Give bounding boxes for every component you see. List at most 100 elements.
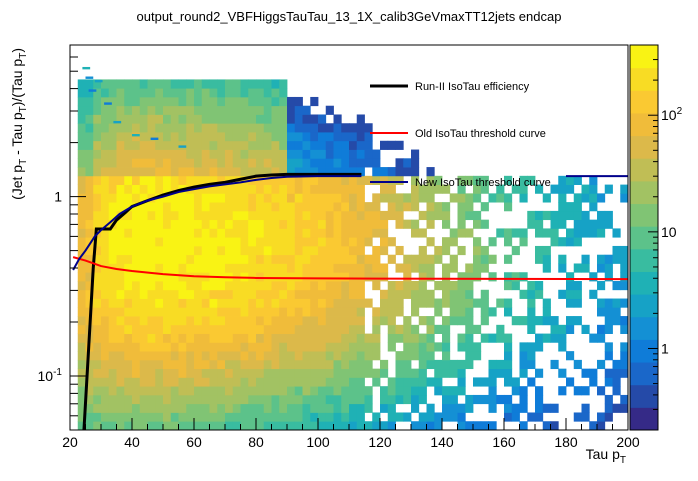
heatmap-cell (527, 316, 536, 326)
heatmap-cell (209, 281, 218, 291)
heatmap-cell (170, 132, 179, 142)
heatmap-cell (279, 237, 288, 247)
heatmap-cell (132, 421, 141, 431)
heatmap-cell (325, 149, 334, 159)
heatmap-cell (604, 394, 613, 405)
heatmap-cell (93, 289, 102, 299)
palette-cell (630, 271, 658, 295)
heatmap-cell (597, 263, 606, 273)
heatmap-cell (194, 88, 203, 98)
heatmap-cell (566, 210, 575, 221)
heatmap-cell (232, 88, 241, 98)
heatmap-cell (318, 254, 327, 264)
heatmap-cell (124, 175, 133, 185)
heatmap-cell (232, 202, 241, 212)
heatmap-cell (201, 158, 210, 168)
heatmap-cell (263, 342, 272, 352)
heatmap-cell (480, 377, 489, 387)
heatmap-cell (139, 272, 148, 282)
heatmap-cell (201, 421, 210, 431)
heatmap-cell (209, 132, 218, 142)
heatmap-cell (178, 219, 187, 229)
heatmap-cell (139, 123, 148, 133)
heatmap-cell (411, 175, 420, 185)
heatmap-cell (139, 114, 148, 124)
heatmap-cell (403, 158, 412, 168)
heatmap-cell (457, 184, 466, 194)
heatmap-cell (449, 368, 458, 378)
x-axis-label-main: Tau p (586, 446, 620, 462)
heatmap-cell (364, 219, 373, 229)
heatmap-cell (155, 167, 164, 177)
heatmap-cell (480, 333, 489, 343)
heatmap-cell (225, 105, 234, 115)
heatmap-cell (318, 403, 327, 413)
heatmap-cell (349, 167, 358, 177)
heatmap-cell (82, 66, 91, 70)
heatmap-cell (356, 219, 365, 229)
heatmap-cell (108, 342, 117, 352)
heatmap-cell (349, 333, 358, 343)
heatmap-cell (116, 88, 125, 98)
heatmap-cell (108, 237, 117, 247)
heatmap-cell (310, 307, 319, 317)
heatmap-cell (93, 394, 102, 405)
heatmap-cell (225, 333, 234, 343)
heatmap-cell (294, 281, 303, 291)
heatmap-cell (604, 272, 613, 282)
heatmap-cell (101, 359, 110, 370)
heatmap-cell (411, 202, 420, 212)
heatmap-cell (77, 167, 86, 177)
heatmap-cell (279, 219, 288, 229)
heatmap-cell (225, 421, 234, 431)
heatmap-cell (170, 421, 179, 431)
heatmap-cell (147, 307, 156, 317)
heatmap-cell (333, 123, 342, 133)
heatmap-cell (279, 359, 288, 370)
heatmap-cell (170, 202, 179, 212)
heatmap-cell (155, 79, 164, 89)
heatmap-cell (147, 333, 156, 343)
heatmap-cell (240, 237, 249, 247)
heatmap-cell (108, 403, 117, 413)
heatmap-cell (566, 184, 575, 194)
y-axis-label-part: (Jet p (9, 165, 25, 200)
heatmap-cell (201, 237, 210, 247)
heatmap-cell (116, 281, 125, 291)
heatmap-cell (356, 210, 365, 221)
heatmap-cell (527, 359, 536, 370)
heatmap-cell (302, 202, 311, 212)
heatmap-cell (403, 351, 412, 361)
heatmap-cell (217, 351, 226, 361)
heatmap-cell (519, 184, 528, 194)
heatmap-cell (101, 272, 110, 282)
heatmap-cell (333, 193, 342, 203)
heatmap-cell (349, 412, 358, 422)
heatmap-cell (411, 386, 420, 396)
heatmap-cell (225, 316, 234, 326)
heatmap-cell (294, 219, 303, 229)
heatmap-cell (411, 149, 420, 159)
heatmap-cell (263, 386, 272, 396)
heatmap-cell (248, 193, 257, 203)
heatmap-cell (294, 254, 303, 264)
heatmap-cell (116, 272, 125, 282)
y-tick-label: 1 (54, 189, 62, 205)
heatmap-cell (302, 149, 311, 159)
heatmap-cell (217, 132, 226, 142)
heatmap-cell (124, 114, 133, 124)
heatmap-cell (170, 88, 179, 98)
heatmap-cell (604, 403, 613, 413)
heatmap-cell (170, 289, 179, 299)
x-axis-label: Tau pT (586, 446, 626, 466)
heatmap-cell (240, 351, 249, 361)
heatmap-cell (597, 307, 606, 317)
heatmap-cell (411, 324, 420, 334)
heatmap-cell (473, 254, 482, 264)
heatmap-cell (124, 140, 133, 150)
heatmap-cell (201, 193, 210, 203)
heatmap-cell (395, 377, 404, 387)
heatmap-cell (380, 140, 389, 150)
heatmap-cell (573, 210, 582, 221)
